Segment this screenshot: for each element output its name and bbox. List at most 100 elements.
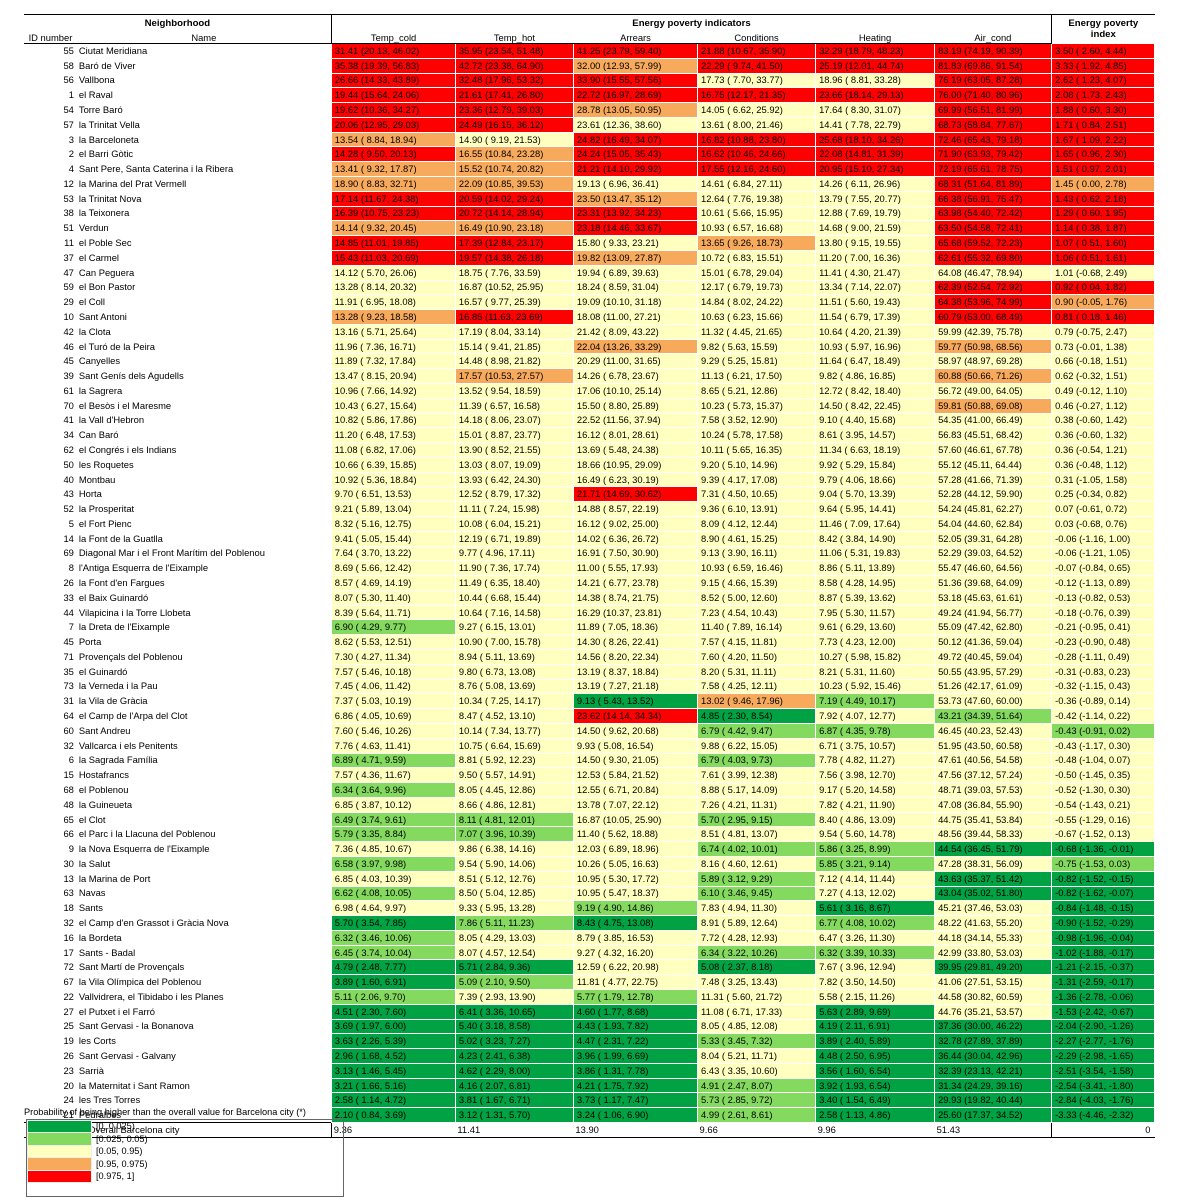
cell-conditions: 6.34 ( 3.22, 10.26) bbox=[697, 944, 817, 961]
table-row: 50 les Roquetes 10.66 ( 6.39, 15.85) 13.03 … bbox=[24, 456, 1155, 473]
cell-temp-hot: 20.59 (14.02, 29.24) bbox=[454, 190, 574, 207]
table-row: 61 la Sagrera 10.96 ( 7.66, 14.92) 13.52 ( … bbox=[24, 382, 1155, 399]
cell-temp-hot: 7.07 ( 3.96, 10.39) bbox=[454, 826, 574, 843]
cell-index: -0.84 (-1.48, -0.15) bbox=[1051, 900, 1155, 917]
cell-temp-hot: 14.90 ( 9.19, 21.53) bbox=[454, 131, 574, 148]
cell-temp-hot: 10.64 ( 7.16, 14.58) bbox=[454, 604, 574, 621]
cell-heating: 14.68 ( 9.00, 21.59) bbox=[815, 220, 936, 237]
row-name: Sant Antoni bbox=[78, 310, 127, 322]
row-id: 21 bbox=[63, 1108, 74, 1120]
cell-index: 0.62 (-0.32, 1.51) bbox=[1051, 368, 1155, 384]
cell-index: 1.51 ( 0.97, 2.01) bbox=[1051, 161, 1155, 178]
cell-temp-cold: 10.66 ( 6.39, 15.85) bbox=[330, 456, 456, 473]
cell-air-cond: 48.56 (39.44, 58.33) bbox=[934, 826, 1053, 843]
table-row: 10 Sant Antoni 13.28 ( 9.23, 18.58) 16.85 (… bbox=[24, 309, 1155, 325]
cell-index: -0.67 (-1.52, 0.13) bbox=[1051, 826, 1155, 843]
overall-heating: 9.96 bbox=[815, 1122, 935, 1139]
cell-temp-hot: 9.27 ( 6.15, 13.01) bbox=[454, 619, 574, 636]
cell-arrears: 3.96 ( 1.99, 6.69) bbox=[572, 1048, 699, 1064]
cell-arrears: 10.26 ( 5.05, 16.63) bbox=[572, 855, 699, 872]
cell-temp-hot: 10.14 ( 7.34, 13.77) bbox=[454, 722, 574, 739]
table-row: 20 la Maternitat i Sant Ramon 3.21 ( 1.66,… bbox=[24, 1077, 1155, 1094]
cell-temp-hot: 5.02 ( 3.23, 7.27) bbox=[454, 1033, 574, 1050]
cell-temp-hot: 9.33 ( 5.95, 13.28) bbox=[454, 900, 574, 917]
row-name: Can Peguera bbox=[78, 266, 135, 278]
cell-index: 0.25 (-0.34, 0.82) bbox=[1051, 486, 1155, 503]
cell-conditions: 10.93 ( 6.57, 16.68) bbox=[697, 220, 817, 237]
cell-index: 1.67 ( 1.09, 2.22) bbox=[1051, 131, 1155, 148]
row-name: la Font de la Guatlla bbox=[78, 532, 163, 544]
cell-arrears: 11.89 ( 7.05, 18.36) bbox=[572, 619, 699, 636]
row-id: 15 bbox=[63, 769, 74, 781]
cell-air-cond: 41.06 (27.51, 53.15) bbox=[934, 974, 1053, 990]
cell-heating: 10.64 ( 4.20, 21.39) bbox=[815, 323, 936, 340]
overall-row: * Overall Barcelona city 9.36 11.41 13.9… bbox=[24, 1122, 1155, 1139]
cell-arrears: 10.95 ( 5.30, 17.72) bbox=[572, 870, 699, 887]
cell-conditions: 8.16 ( 4.60, 12.61) bbox=[697, 855, 817, 872]
cell-temp-hot: 11.39 ( 6.57, 16.58) bbox=[454, 397, 574, 414]
cell-index: -0.23 (-0.90, 0.48) bbox=[1051, 634, 1155, 651]
cell-arrears: 12.59 ( 6.22, 20.98) bbox=[572, 959, 699, 976]
legend-box: [0, 0.025) [0.025, 0.05) [0.05, 0.95) [0.95… bbox=[26, 1119, 344, 1197]
overall-air-cond: 51.43 bbox=[934, 1122, 1052, 1139]
cell-index: -1.02 (-1.88, -0.17) bbox=[1051, 944, 1155, 961]
cell-air-cond: 51.95 (43.50, 60.58) bbox=[934, 737, 1053, 754]
cell-arrears: 17.06 (10.10, 25.14) bbox=[572, 382, 699, 399]
cell-arrears: 41.25 (23.79, 59.40) bbox=[572, 43, 699, 59]
row-name: la Font d'en Fargues bbox=[78, 577, 165, 589]
cell-arrears: 3.73 ( 1.17, 7.47) bbox=[572, 1092, 699, 1109]
cell-index: -0.36 (-0.89, 0.14) bbox=[1051, 693, 1155, 710]
cell-conditions: 10.61 ( 5.66, 15.95) bbox=[697, 205, 817, 222]
cell-air-cond: 62.39 (52.54, 72.92) bbox=[934, 279, 1053, 296]
cell-air-cond: 47.56 (37.12, 57.24) bbox=[934, 767, 1053, 784]
cell-air-cond: 66.38 (56.91, 75.47) bbox=[934, 190, 1053, 207]
cell-index: 0.73 (-0.01, 1.38) bbox=[1051, 338, 1155, 355]
cell-temp-hot: 18.75 ( 7.76, 33.59) bbox=[454, 264, 574, 281]
table-row: 26 Sant Gervasi - Galvany 2.96 ( 1.68, 4.5… bbox=[24, 1048, 1155, 1064]
table-row: 30 la Salut 6.58 ( 3.97, 9.98) 9.54 ( 5.90,… bbox=[24, 855, 1155, 872]
cell-conditions: 5.89 ( 3.12, 9.29) bbox=[697, 870, 817, 887]
cell-index: -2.04 (-2.90, -1.26) bbox=[1051, 1018, 1155, 1035]
cell-temp-hot: 5.71 ( 2.84, 9.36) bbox=[454, 959, 574, 976]
cell-temp-hot: 6.41 ( 3.36, 10.65) bbox=[454, 1003, 574, 1020]
cell-heating: 6.87 ( 4.35, 9.78) bbox=[815, 722, 936, 739]
cell-arrears: 13.19 ( 7.27, 21.18) bbox=[572, 678, 699, 695]
cell-temp-hot: 13.52 ( 9.54, 18.59) bbox=[454, 382, 574, 399]
cell-heating: 6.47 ( 3.26, 11.30) bbox=[815, 929, 936, 946]
cell-temp-hot: 7.39 ( 2.93, 13.90) bbox=[454, 989, 574, 1005]
cell-arrears: 13.78 ( 7.07, 22.12) bbox=[572, 796, 699, 813]
cell-arrears: 16.49 ( 6.23, 30.19) bbox=[572, 471, 699, 488]
cell-heating: 3.89 ( 2.40, 5.89) bbox=[815, 1033, 936, 1050]
cell-heating: 9.54 ( 5.60, 14.78) bbox=[815, 826, 936, 843]
cell-temp-hot: 8.47 ( 4.52, 13.10) bbox=[454, 708, 574, 724]
table-row: 55 Ciutat Meridiana 31.41 (20.13, 46.02) 35… bbox=[24, 43, 1155, 59]
row-name: Sant Genís dels Agudells bbox=[78, 370, 184, 382]
cell-temp-hot: 11.11 ( 7.24, 15.98) bbox=[454, 501, 574, 517]
table-row: 59 el Bon Pastor 13.28 ( 8.14, 20.32) 16.87… bbox=[24, 279, 1155, 296]
table-body: 55 Ciutat Meridiana 31.41 (20.13, 46.02) 35… bbox=[24, 43, 1155, 1124]
cell-conditions: 7.61 ( 3.99, 12.38) bbox=[697, 767, 817, 784]
table-row: 1 el Raval 19.44 (15.64, 24.06) 21.61 (17.4… bbox=[24, 87, 1155, 104]
row-id: 66 bbox=[63, 828, 74, 840]
cell-index: -0.06 (-1.21, 1.05) bbox=[1051, 545, 1155, 562]
cell-index: -0.75 (-1.53, 0.03) bbox=[1051, 855, 1155, 872]
legend-swatch bbox=[27, 1157, 92, 1171]
cell-index: 1.71 ( 0.84, 2.51) bbox=[1051, 116, 1155, 133]
legend-label: [0, 0.025) bbox=[96, 1121, 135, 1132]
row-name: el Poblenou bbox=[78, 783, 129, 795]
cell-arrears: 15.50 ( 8.80, 25.89) bbox=[572, 397, 699, 414]
cell-air-cond: 53.73 (47.60, 60.00) bbox=[934, 693, 1053, 710]
cell-arrears: 19.13 ( 6.96, 36.41) bbox=[572, 176, 699, 192]
cell-air-cond: 56.83 (45.51, 68.42) bbox=[934, 427, 1053, 444]
row-name: Baró de Viver bbox=[78, 59, 136, 71]
table-row: 4 Sant Pere, Santa Caterina i la Ribera 13… bbox=[24, 161, 1155, 178]
cell-temp-cold: 7.76 ( 4.63, 11.41) bbox=[330, 737, 456, 754]
cell-conditions: 9.88 ( 6.22, 15.05) bbox=[697, 737, 817, 754]
cell-temp-cold: 8.62 ( 5.53, 12.51) bbox=[330, 634, 456, 651]
cell-conditions: 6.10 ( 3.46, 9.45) bbox=[697, 885, 817, 902]
cell-arrears: 14.56 ( 8.20, 22.34) bbox=[572, 649, 699, 665]
cell-temp-cold: 19.62 (10.36, 34.27) bbox=[330, 102, 456, 118]
cell-heating: 7.73 ( 4.23, 12.00) bbox=[815, 634, 936, 651]
cell-heating: 11.54 ( 6.79, 17.39) bbox=[815, 309, 936, 325]
row-id: 12 bbox=[63, 177, 74, 189]
